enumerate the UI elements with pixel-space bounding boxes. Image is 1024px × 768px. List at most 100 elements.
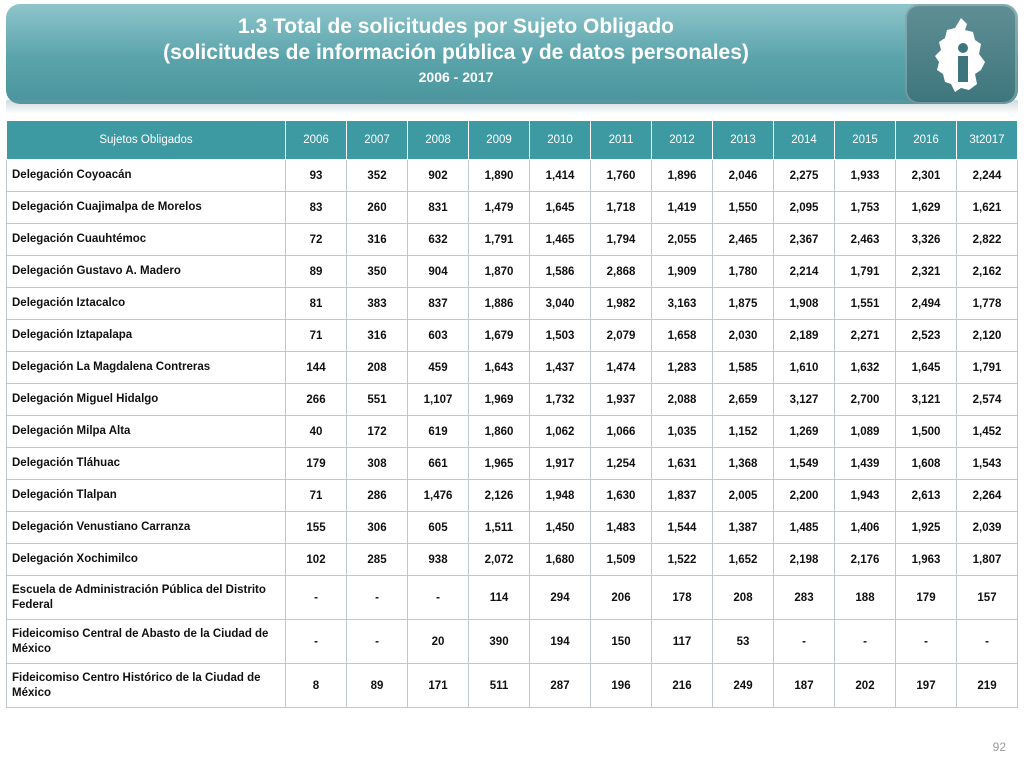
value-cell: 831 [407, 191, 469, 224]
value-cell: 1,837 [651, 479, 713, 512]
value-cell: 196 [590, 663, 652, 708]
value-cell: 1,586 [529, 255, 591, 288]
value-cell: 117 [651, 619, 713, 664]
page-title: 1.3 Total de solicitudes por Sujeto Obli… [238, 15, 674, 38]
value-cell: 114 [468, 575, 530, 620]
value-cell: - [956, 619, 1018, 664]
entity-name-cell: Delegación Cuauhtémoc [6, 223, 286, 256]
value-cell: 1,870 [468, 255, 530, 288]
value-cell: 306 [346, 511, 408, 544]
value-cell: 1,652 [712, 543, 774, 576]
value-cell: 2,214 [773, 255, 835, 288]
value-cell: 1,509 [590, 543, 652, 576]
value-cell: 1,550 [712, 191, 774, 224]
value-cell: 285 [346, 543, 408, 576]
table-row: Delegación Iztacalco 81 383 837 1,886 3,040 1,… [6, 287, 1018, 320]
value-cell: 2,039 [956, 511, 1018, 544]
value-cell: 1,860 [468, 415, 530, 448]
table-row: Delegación Gustavo A. Madero 89 350 904 1,87… [6, 255, 1018, 288]
title-banner [6, 4, 1018, 104]
value-cell: 1,917 [529, 447, 591, 480]
value-cell: 2,275 [773, 159, 835, 192]
column-header-year: 2007 [346, 120, 408, 160]
value-cell: 266 [285, 383, 347, 416]
value-cell: 20 [407, 619, 469, 664]
value-cell: 72 [285, 223, 347, 256]
column-header-entity: Sujetos Obligados [6, 120, 286, 160]
entity-name-cell: Delegación Cuajimalpa de Morelos [6, 191, 286, 224]
value-cell: 1,544 [651, 511, 713, 544]
value-cell: 1,479 [468, 191, 530, 224]
value-cell: 188 [834, 575, 896, 620]
value-cell: 1,937 [590, 383, 652, 416]
value-cell: 179 [285, 447, 347, 480]
value-cell: 53 [712, 619, 774, 664]
table-row: Delegación Miguel Hidalgo 266 551 1,107 1,96… [6, 383, 1018, 416]
value-cell: 1,485 [773, 511, 835, 544]
value-cell: 350 [346, 255, 408, 288]
value-cell: 1,254 [590, 447, 652, 480]
table-row: Delegación Iztapalapa 71 316 603 1,679 1,503 2… [6, 319, 1018, 352]
value-cell: 157 [956, 575, 1018, 620]
value-cell: 2,126 [468, 479, 530, 512]
value-cell: 2,659 [712, 383, 774, 416]
value-cell: 294 [529, 575, 591, 620]
value-cell: 1,089 [834, 415, 896, 448]
period-label: 2006 - 2017 [418, 69, 494, 85]
value-cell: 2,574 [956, 383, 1018, 416]
value-cell: 2,244 [956, 159, 1018, 192]
value-cell: 2,072 [468, 543, 530, 576]
table-row: Fideicomiso Central de Abasto de la Ciud… [6, 619, 1018, 664]
value-cell: 1,948 [529, 479, 591, 512]
value-cell: 171 [407, 663, 469, 708]
column-header-year: 2015 [834, 120, 896, 160]
value-cell: 3,163 [651, 287, 713, 320]
title-block: 1.3 Total de solicitudes por Sujeto Obli… [6, 14, 906, 88]
table-header-row: Sujetos Obligados 2006 2007 2008 2009 2010 201… [6, 120, 1018, 160]
value-cell: 155 [285, 511, 347, 544]
value-cell: 1,500 [895, 415, 957, 448]
value-cell: 2,700 [834, 383, 896, 416]
table-row: Delegación Tláhuac 179 308 661 1,965 1,917 1,2… [6, 447, 1018, 480]
value-cell: 1,439 [834, 447, 896, 480]
entity-name-cell: Delegación Xochimilco [6, 543, 286, 576]
value-cell: 40 [285, 415, 347, 448]
value-cell: 208 [712, 575, 774, 620]
value-cell: 81 [285, 287, 347, 320]
value-cell: 3,326 [895, 223, 957, 256]
value-cell: 1,551 [834, 287, 896, 320]
value-cell: 1,791 [834, 255, 896, 288]
value-cell: - [895, 619, 957, 664]
value-cell: - [834, 619, 896, 664]
value-cell: 316 [346, 319, 408, 352]
value-cell: 1,066 [590, 415, 652, 448]
value-cell: 1,645 [895, 351, 957, 384]
value-cell: 1,387 [712, 511, 774, 544]
table-row: Delegación Venustiano Carranza 155 306 605 1… [6, 511, 1018, 544]
value-cell: 2,465 [712, 223, 774, 256]
cdmx-info-logo-icon [935, 18, 985, 92]
value-cell: 1,450 [529, 511, 591, 544]
value-cell: 2,200 [773, 479, 835, 512]
value-cell: 194 [529, 619, 591, 664]
value-cell: 1,908 [773, 287, 835, 320]
value-cell: 1,549 [773, 447, 835, 480]
value-cell: 511 [468, 663, 530, 708]
value-cell: 459 [407, 351, 469, 384]
value-cell: - [285, 575, 347, 620]
value-cell: 102 [285, 543, 347, 576]
value-cell: 2,095 [773, 191, 835, 224]
value-cell: 1,465 [529, 223, 591, 256]
entity-name-cell: Fideicomiso Centro Histórico de la Ciuda… [6, 663, 286, 708]
value-cell: 3,121 [895, 383, 957, 416]
value-cell: 1,963 [895, 543, 957, 576]
value-cell: 1,283 [651, 351, 713, 384]
value-cell: 2,494 [895, 287, 957, 320]
value-cell: 2,523 [895, 319, 957, 352]
value-cell: 1,778 [956, 287, 1018, 320]
value-cell: 1,794 [590, 223, 652, 256]
value-cell: 71 [285, 479, 347, 512]
value-cell: 260 [346, 191, 408, 224]
value-cell: 2,198 [773, 543, 835, 576]
value-cell: 1,791 [468, 223, 530, 256]
